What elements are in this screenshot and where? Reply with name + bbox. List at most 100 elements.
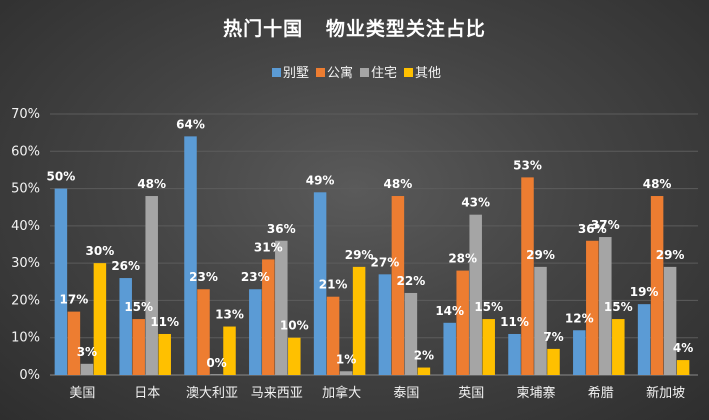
value-label: 26% — [111, 259, 140, 273]
bar-别墅-新加坡 — [637, 304, 651, 375]
bar-其他-日本 — [158, 333, 171, 375]
x-category-label: 柬埔寨 — [516, 385, 555, 401]
x-category-label: 泰国 — [393, 386, 419, 401]
bar-公寓-新加坡 — [650, 196, 664, 375]
legend-swatch — [316, 68, 325, 77]
value-label: 37% — [591, 218, 620, 232]
x-category-label: 马来西亚 — [251, 386, 303, 401]
bar-住宅-美国 — [80, 363, 94, 375]
value-label: 11% — [500, 315, 529, 329]
bar-住宅-新加坡 — [663, 266, 677, 375]
bar-别墅-澳大利亚 — [184, 136, 197, 375]
y-tick-label: 70% — [11, 107, 40, 122]
x-category-label: 澳大利亚 — [186, 385, 238, 401]
value-label: 21% — [319, 278, 348, 292]
bar-别墅-柬埔寨 — [508, 333, 521, 375]
bar-其他-美国 — [93, 263, 107, 375]
bar-公寓-柬埔寨 — [521, 177, 534, 375]
value-label: 29% — [656, 248, 685, 262]
bar-公寓-日本 — [132, 319, 145, 375]
x-category-label: 新加坡 — [646, 385, 685, 401]
bar-其他-加拿大 — [352, 266, 366, 375]
bar-公寓-英国 — [456, 270, 469, 375]
y-tick-label: 20% — [11, 293, 40, 308]
bar-其他-澳大利亚 — [223, 326, 236, 375]
bar-其他-柬埔寨 — [547, 348, 560, 375]
legend-label: 其他 — [415, 66, 441, 81]
value-label: 12% — [565, 311, 594, 325]
value-label: 0% — [206, 356, 226, 370]
legend-swatch — [404, 68, 413, 77]
bar-住宅-希腊 — [599, 237, 612, 375]
bar-其他-新加坡 — [676, 360, 690, 375]
value-label: 49% — [306, 173, 335, 187]
y-tick-label: 10% — [11, 331, 40, 346]
x-category-label: 加拿大 — [322, 385, 361, 401]
value-label: 27% — [371, 255, 400, 269]
value-label: 15% — [124, 300, 153, 314]
legend-swatch — [272, 68, 281, 77]
value-label: 7% — [543, 330, 563, 344]
bar-住宅-马来西亚 — [275, 240, 288, 375]
y-tick-label: 30% — [11, 256, 40, 271]
value-label: 4% — [673, 341, 693, 355]
value-labels: 50% 17% 3% 30%26% 15% 48% 11% 64% 23% 0% 13% 23% 31%… — [47, 117, 694, 370]
bar-别墅-加拿大 — [313, 192, 327, 375]
bar-住宅-柬埔寨 — [534, 266, 547, 375]
value-label: 2% — [414, 349, 434, 363]
x-category-label: 英国 — [458, 386, 484, 401]
bar-其他-马来西亚 — [288, 337, 301, 375]
legend-label: 别墅 — [283, 66, 309, 81]
bar-住宅-泰国 — [404, 292, 418, 375]
x-axis-categories: 美国 日本 澳大利亚 马来西亚 加拿大 泰国 英国 柬埔寨 希腊 新加坡 — [69, 385, 685, 401]
bar-别墅-美国 — [54, 188, 68, 375]
value-label: 64% — [176, 117, 205, 131]
legend-swatch — [360, 68, 369, 77]
value-label: 53% — [513, 158, 542, 172]
bar-住宅-日本 — [145, 196, 158, 375]
y-tick-label: 40% — [11, 219, 40, 234]
bar-公寓-希腊 — [586, 240, 599, 375]
value-label: 10% — [280, 319, 309, 333]
bar-住宅-澳大利亚 — [210, 374, 223, 375]
bar-公寓-美国 — [67, 311, 81, 375]
value-label: 3% — [77, 345, 97, 359]
bars — [54, 136, 690, 375]
legend-label: 住宅 — [371, 66, 397, 81]
value-label: 22% — [397, 274, 426, 288]
x-category-label: 日本 — [134, 386, 160, 401]
y-tick-label: 60% — [11, 144, 40, 159]
legend-label: 公寓 — [327, 65, 353, 81]
bar-别墅-泰国 — [378, 274, 392, 375]
value-label: 19% — [630, 285, 659, 299]
value-label: 31% — [254, 240, 283, 254]
value-label: 14% — [435, 304, 464, 318]
chart-title: 热门十国 物业类型关注占比 — [223, 18, 486, 40]
bar-其他-英国 — [482, 319, 495, 375]
value-label: 13% — [215, 308, 244, 322]
bar-别墅-马来西亚 — [249, 289, 262, 375]
value-label: 29% — [345, 248, 374, 262]
value-label: 17% — [60, 293, 89, 307]
x-category-label: 希腊 — [588, 386, 614, 401]
bar-别墅-日本 — [119, 278, 132, 375]
value-label: 48% — [643, 177, 672, 191]
value-label: 28% — [448, 252, 477, 266]
bar-其他-泰国 — [417, 367, 431, 375]
value-label: 48% — [384, 177, 413, 191]
bar-公寓-泰国 — [391, 196, 405, 375]
value-label: 36% — [578, 222, 607, 236]
bar-公寓-澳大利亚 — [197, 289, 210, 375]
value-label: 30% — [86, 244, 115, 258]
value-label: 15% — [474, 300, 503, 314]
bar-别墅-希腊 — [573, 330, 586, 375]
value-label: 43% — [461, 196, 490, 210]
value-label: 23% — [241, 270, 270, 284]
value-label: 48% — [137, 177, 166, 191]
y-tick-label: 0% — [19, 368, 40, 383]
bar-其他-希腊 — [612, 319, 625, 375]
x-category-label: 美国 — [69, 386, 95, 401]
y-axis-ticks: 0% 10% 20% 30% 40% 50% 60% 70% — [11, 107, 40, 383]
y-tick-label: 50% — [11, 182, 40, 197]
